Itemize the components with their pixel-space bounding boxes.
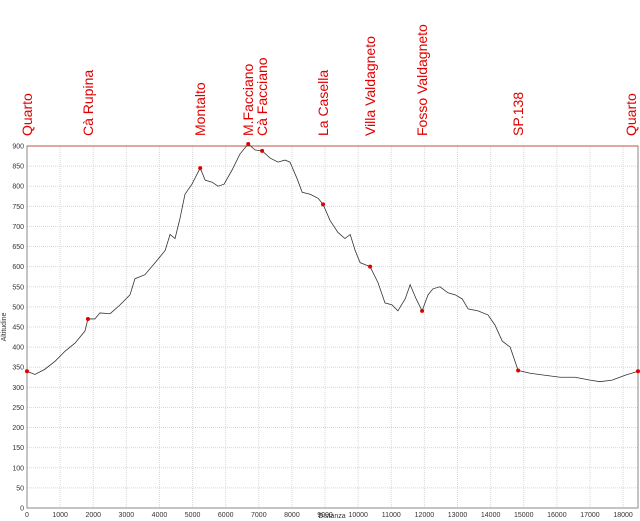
waypoint-label: Montalto	[192, 82, 208, 136]
y-tick-label: 750	[12, 204, 24, 211]
y-axis-label: Altitudine	[1, 312, 8, 341]
y-tick-label: 550	[12, 284, 24, 291]
y-tick-label: 50	[16, 485, 24, 492]
waypoint-marker	[636, 369, 640, 374]
x-tick-label: 4000	[152, 512, 168, 519]
y-tick-label: 300	[12, 385, 24, 392]
y-tick-label: 700	[12, 224, 24, 231]
y-tick-label: 450	[12, 325, 24, 332]
y-tick-label: 400	[12, 345, 24, 352]
x-tick-label: 5000	[185, 512, 201, 519]
waypoint-label: M.Facciano	[240, 63, 256, 136]
waypoint-marker	[260, 148, 265, 153]
y-tick-label: 850	[12, 164, 24, 171]
x-tick-label: 12000	[415, 512, 435, 519]
waypoint-label: Fosso Valdagneto	[414, 24, 430, 136]
waypoint-label: La Casella	[315, 70, 331, 136]
x-tick-label: 14000	[481, 512, 501, 519]
x-tick-label: 10000	[348, 512, 368, 519]
x-tick-label: 8000	[284, 512, 300, 519]
y-tick-label: 0	[20, 506, 24, 513]
waypoint-marker	[368, 264, 373, 269]
y-tick-label: 900	[12, 144, 24, 151]
x-tick-label: 7000	[251, 512, 267, 519]
waypoint-marker	[25, 369, 29, 374]
y-tick-label: 350	[12, 365, 24, 372]
x-tick-label: 16000	[547, 512, 567, 519]
y-tick-label: 650	[12, 244, 24, 251]
waypoint-marker	[420, 308, 425, 313]
x-tick-label: 0	[25, 512, 29, 519]
waypoint-label: Cà Rupina	[80, 70, 96, 136]
y-tick-label: 100	[12, 465, 24, 472]
x-tick-label: 18000	[613, 512, 633, 519]
waypoint-label: Villa Valdagneto	[362, 36, 378, 136]
x-tick-label: 6000	[218, 512, 234, 519]
waypoint-marker	[516, 368, 521, 373]
x-axis-label: Distanza	[318, 513, 345, 520]
x-tick-label: 11000	[382, 512, 401, 519]
plot-frame	[26, 145, 639, 509]
waypoint-marker	[246, 141, 251, 146]
waypoint-label: Quarto	[19, 93, 35, 136]
waypoint-label: SP.138	[510, 92, 526, 136]
y-tick-label: 800	[12, 184, 24, 191]
x-tick-label: 13000	[448, 512, 468, 519]
x-tick-label: 17000	[580, 512, 600, 519]
waypoint-marker	[321, 202, 326, 207]
waypoint-label: Quarto	[623, 93, 639, 136]
elevation-line	[26, 143, 639, 383]
waypoint-marker	[85, 316, 90, 321]
y-tick-label: 150	[12, 445, 24, 452]
y-tick-label: 250	[12, 405, 24, 412]
y-tick-label: 500	[12, 304, 24, 311]
y-tick-label: 600	[12, 264, 24, 271]
x-tick-label: 2000	[85, 512, 101, 519]
waypoint-marker	[198, 166, 203, 171]
x-tick-label: 1000	[52, 512, 68, 519]
x-tick-label: 9000	[317, 512, 333, 519]
waypoint-label: Cà Facciano	[254, 57, 270, 136]
y-tick-label: 200	[12, 425, 24, 432]
x-tick-label: 3000	[119, 512, 135, 519]
x-tick-label: 15000	[514, 512, 534, 519]
